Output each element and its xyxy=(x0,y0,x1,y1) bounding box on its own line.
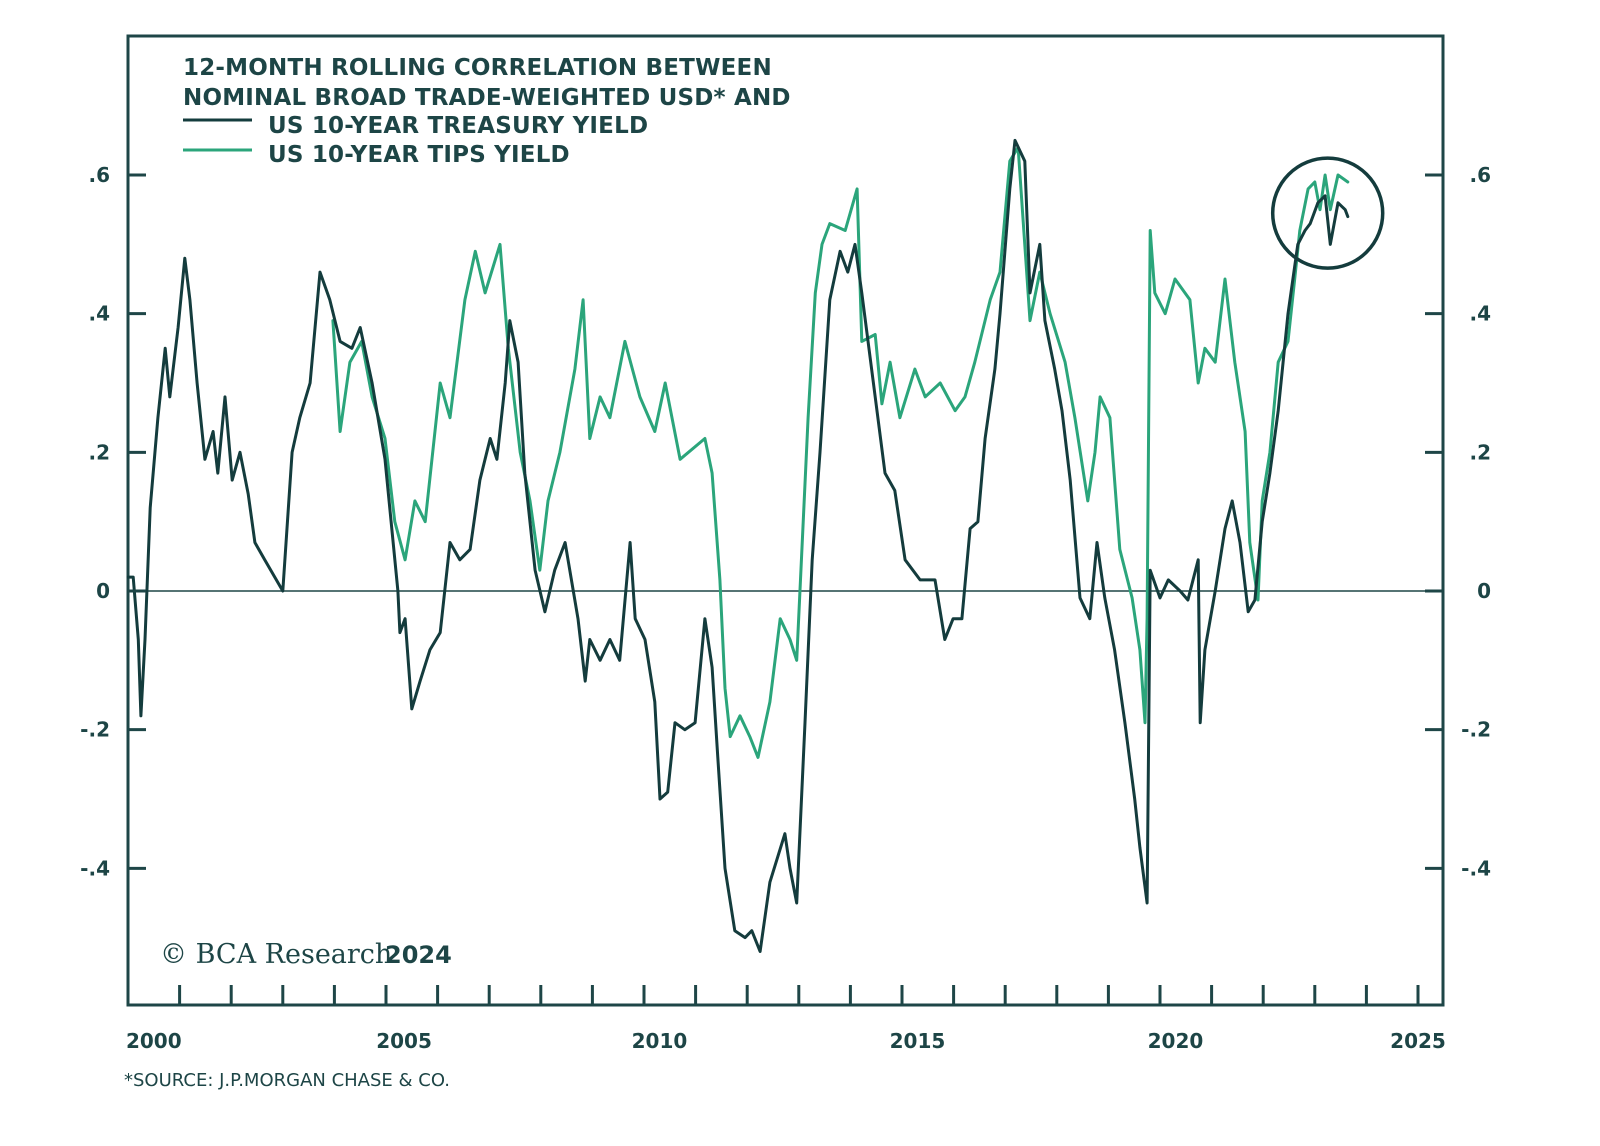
y-tick-label-left: -.2 xyxy=(80,718,110,742)
y-tick-label-left: -.4 xyxy=(80,856,110,880)
y-tick-label-left: 0 xyxy=(96,579,110,603)
y-tick-label-right: .6 xyxy=(1469,163,1491,187)
y-tick-label-right: .2 xyxy=(1469,440,1491,464)
series-group xyxy=(126,138,1350,953)
plot-border xyxy=(126,34,1445,1007)
y-tick-label-left: .6 xyxy=(88,163,110,187)
chart-title-block: 12-MONTH ROLLING CORRELATION BETWEEN NOM… xyxy=(183,55,791,111)
y-axis-right: .6 .4 .2 0 -.2 -.4 xyxy=(1425,163,1491,880)
series-line-tips xyxy=(331,145,1350,759)
y-tick-label-right: .4 xyxy=(1469,302,1491,326)
legend-label-treasury: US 10-YEAR TREASURY YIELD xyxy=(268,113,648,139)
x-tick-label: 2000 xyxy=(126,1029,182,1053)
x-axis: 2000 2005 2010 2015 2020 2025 xyxy=(126,985,1446,1053)
series-line-treasury xyxy=(126,138,1350,953)
x-tick-label: 2005 xyxy=(376,1029,432,1053)
chart-title: 12-MONTH ROLLING CORRELATION BETWEEN xyxy=(183,55,772,81)
x-tick-label: 2010 xyxy=(632,1029,688,1053)
x-tick-label: 2015 xyxy=(890,1029,946,1053)
chart-subtitle: NOMINAL BROAD TRADE-WEIGHTED USD* AND xyxy=(183,85,791,111)
x-tick-label: 2020 xyxy=(1148,1029,1204,1053)
highlight-circle xyxy=(1270,156,1385,270)
annotation-group xyxy=(1270,156,1385,270)
y-tick-label-right: -.2 xyxy=(1461,718,1491,742)
legend-label-tips: US 10-YEAR TIPS YIELD xyxy=(268,142,570,168)
source-note: *SOURCE: J.P.MORGAN CHASE & CO. xyxy=(124,1070,450,1091)
copyright-year: 2024 xyxy=(385,941,452,969)
x-tick-label: 2025 xyxy=(1390,1029,1446,1053)
y-tick-label-left: .2 xyxy=(88,440,110,464)
copyright-text: © BCA Research xyxy=(160,939,392,970)
y-tick-label-right: 0 xyxy=(1477,579,1491,603)
copyright-block: © BCA Research 2024 xyxy=(160,939,452,970)
y-axis-left: .6 .4 .2 0 -.2 -.4 xyxy=(80,163,146,880)
y-tick-label-right: -.4 xyxy=(1461,856,1491,880)
legend: US 10-YEAR TREASURY YIELD US 10-YEAR TIP… xyxy=(183,113,648,168)
y-tick-label-left: .4 xyxy=(88,302,110,326)
plot-frame xyxy=(126,34,1445,1007)
